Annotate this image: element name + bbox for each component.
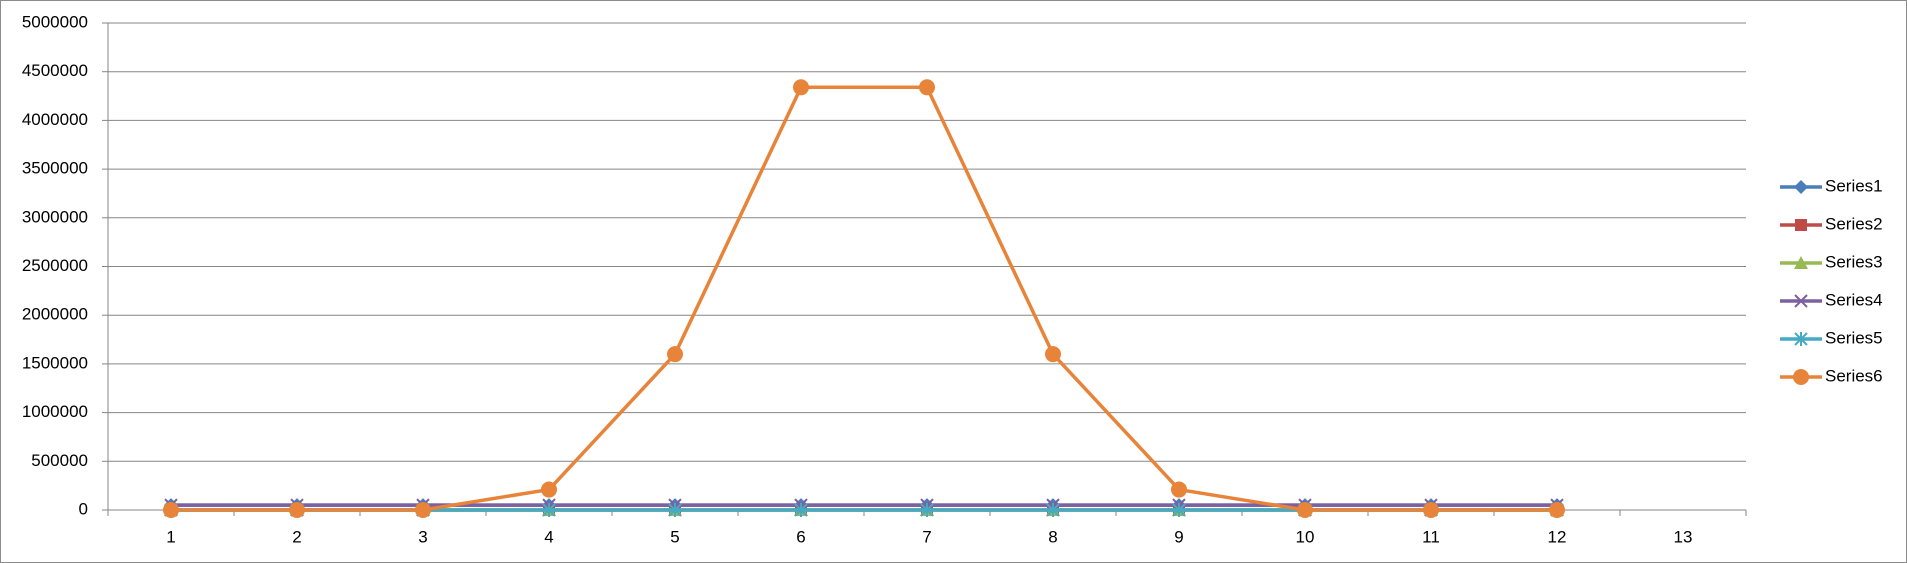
y-tick-label: 5000000 [22, 12, 88, 31]
legend-marker [1794, 294, 1808, 308]
legend-marker [1794, 180, 1808, 194]
y-tick-label: 4000000 [22, 110, 88, 129]
legend-label: Series2 [1825, 214, 1883, 233]
x-tick-label: 4 [544, 527, 553, 546]
data-point [1045, 346, 1061, 363]
data-point [793, 79, 809, 96]
data-point [794, 503, 808, 517]
series-line [171, 85, 1557, 512]
data-point [1549, 502, 1565, 518]
x-tick-label: 7 [922, 527, 931, 546]
data-point [667, 346, 683, 363]
legend-marker [1794, 256, 1808, 269]
legend-marker [1795, 219, 1807, 231]
data-point [541, 481, 557, 498]
data-point [289, 502, 305, 518]
data-point [163, 502, 179, 518]
x-tick-label: 1 [166, 527, 175, 546]
data-point [1046, 503, 1060, 517]
data-point [1172, 503, 1186, 517]
x-tick-label: 8 [1048, 527, 1057, 546]
legend-label: Series1 [1825, 176, 1883, 195]
legend-marker [1794, 332, 1808, 346]
x-tick-label: 11 [1422, 527, 1440, 546]
y-tick-label: 4500000 [22, 61, 88, 80]
x-tick-label: 12 [1548, 527, 1567, 546]
data-point [1171, 481, 1187, 498]
data-point [542, 503, 556, 517]
data-point [1423, 502, 1439, 518]
y-tick-label: 2000000 [22, 305, 88, 324]
data-point [1297, 502, 1313, 518]
x-tick-label: 10 [1296, 527, 1315, 546]
legend-label: Series6 [1825, 366, 1883, 385]
data-point [415, 502, 431, 518]
y-tick-label: 3000000 [22, 207, 88, 226]
legend-label: Series5 [1825, 328, 1883, 347]
y-tick-label: 2500000 [22, 256, 88, 275]
x-tick-label: 13 [1674, 527, 1693, 546]
data-point [919, 79, 935, 96]
data-point [920, 503, 934, 517]
x-tick-label: 2 [292, 527, 301, 546]
x-tick-label: 5 [670, 527, 679, 546]
y-tick-label: 3500000 [22, 159, 88, 178]
y-tick-label: 1000000 [22, 402, 88, 421]
y-tick-label: 1500000 [22, 353, 88, 372]
y-tick-label: 0 [79, 499, 88, 518]
x-tick-label: 9 [1174, 527, 1183, 546]
y-tick-label: 500000 [31, 451, 88, 470]
data-point [668, 503, 682, 517]
legend-label: Series4 [1825, 290, 1883, 309]
legend-marker [1793, 369, 1809, 385]
x-tick-label: 6 [796, 527, 805, 546]
x-tick-label: 3 [418, 527, 427, 546]
legend-label: Series3 [1825, 252, 1883, 271]
